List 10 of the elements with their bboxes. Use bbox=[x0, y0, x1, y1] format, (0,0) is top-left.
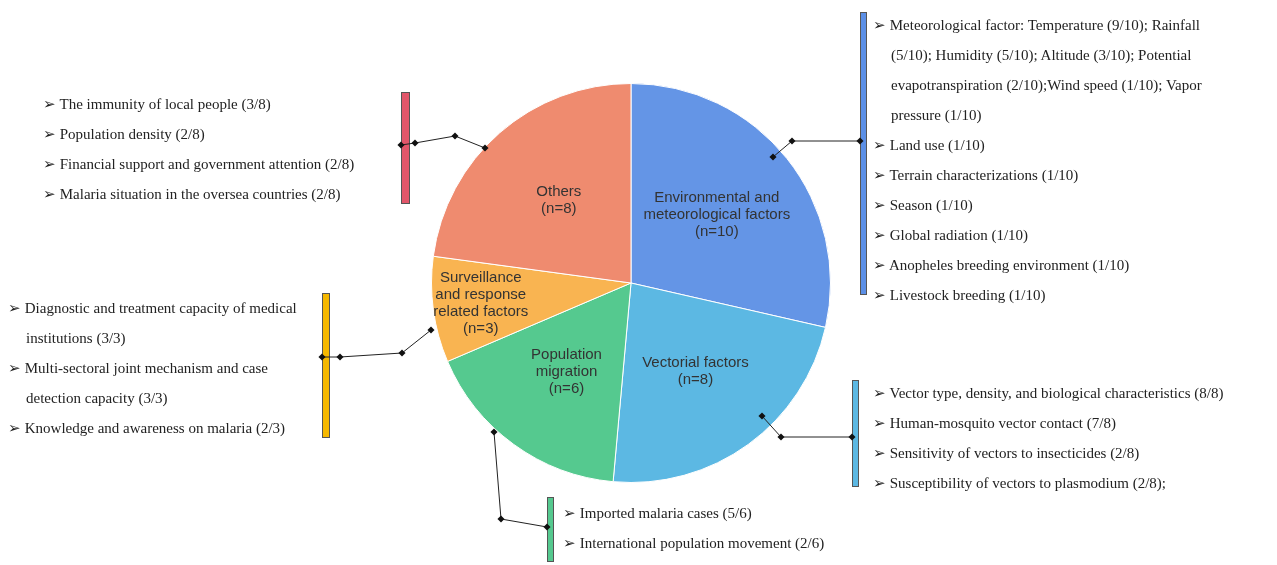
slice-label: Surveillance and response related factors (n=3) bbox=[433, 267, 529, 336]
text: ➢ Meteorological factor: Temperature (9/10); Rainfall (5/10); Humidity (5/10); Altitude (3/10); Potential evapotranspiration (2/10);Wind speed (1/10); Vapor pressure (1/10) ➢ Land use (1/10) ➢ Terrain characterizations (1/10) ➢ Season (1/10) ➢ Global radiation (1/10) ➢ Anopheles breeding environment (1/10) ➢ Livestock breeding (1/10) bbox=[873, 17, 1202, 303]
text: ➢ Imported malaria cases (5/6) ➢ International population movement (2/6) bbox=[563, 504, 826, 553]
text: ➢ Vector type, density, and biological characteristics (8/8) ➢ Human-mosquito vector contact (7/8) ➢ Sensitivity of vectors to insecticides (2/8) ➢ Susceptibility of vectors to plasmodium (2/8); bbox=[873, 384, 1225, 493]
slice-label: Others (n=8) bbox=[536, 182, 582, 217]
slice-label: Vectorial factors (n=8) bbox=[642, 353, 749, 388]
slice-label: Environmental and meteorological factors (n=10) bbox=[643, 187, 791, 239]
text: ➢ Diagnostic and treatment capacity of medical institutions (3/3) ➢ Multi-sectoral joint mechanism and case detection capacity (3/3) ➢ Knowledge and awareness on malaria (2/3) bbox=[8, 299, 298, 438]
text: ➢ The immunity of local people (3/8) ➢ Population density (2/8) ➢ Financial support and government attention (2/8) ➢ Malaria situation in the oversea countries (2/8) bbox=[43, 95, 356, 204]
slice-label: Population migration (n=6) bbox=[531, 344, 602, 396]
